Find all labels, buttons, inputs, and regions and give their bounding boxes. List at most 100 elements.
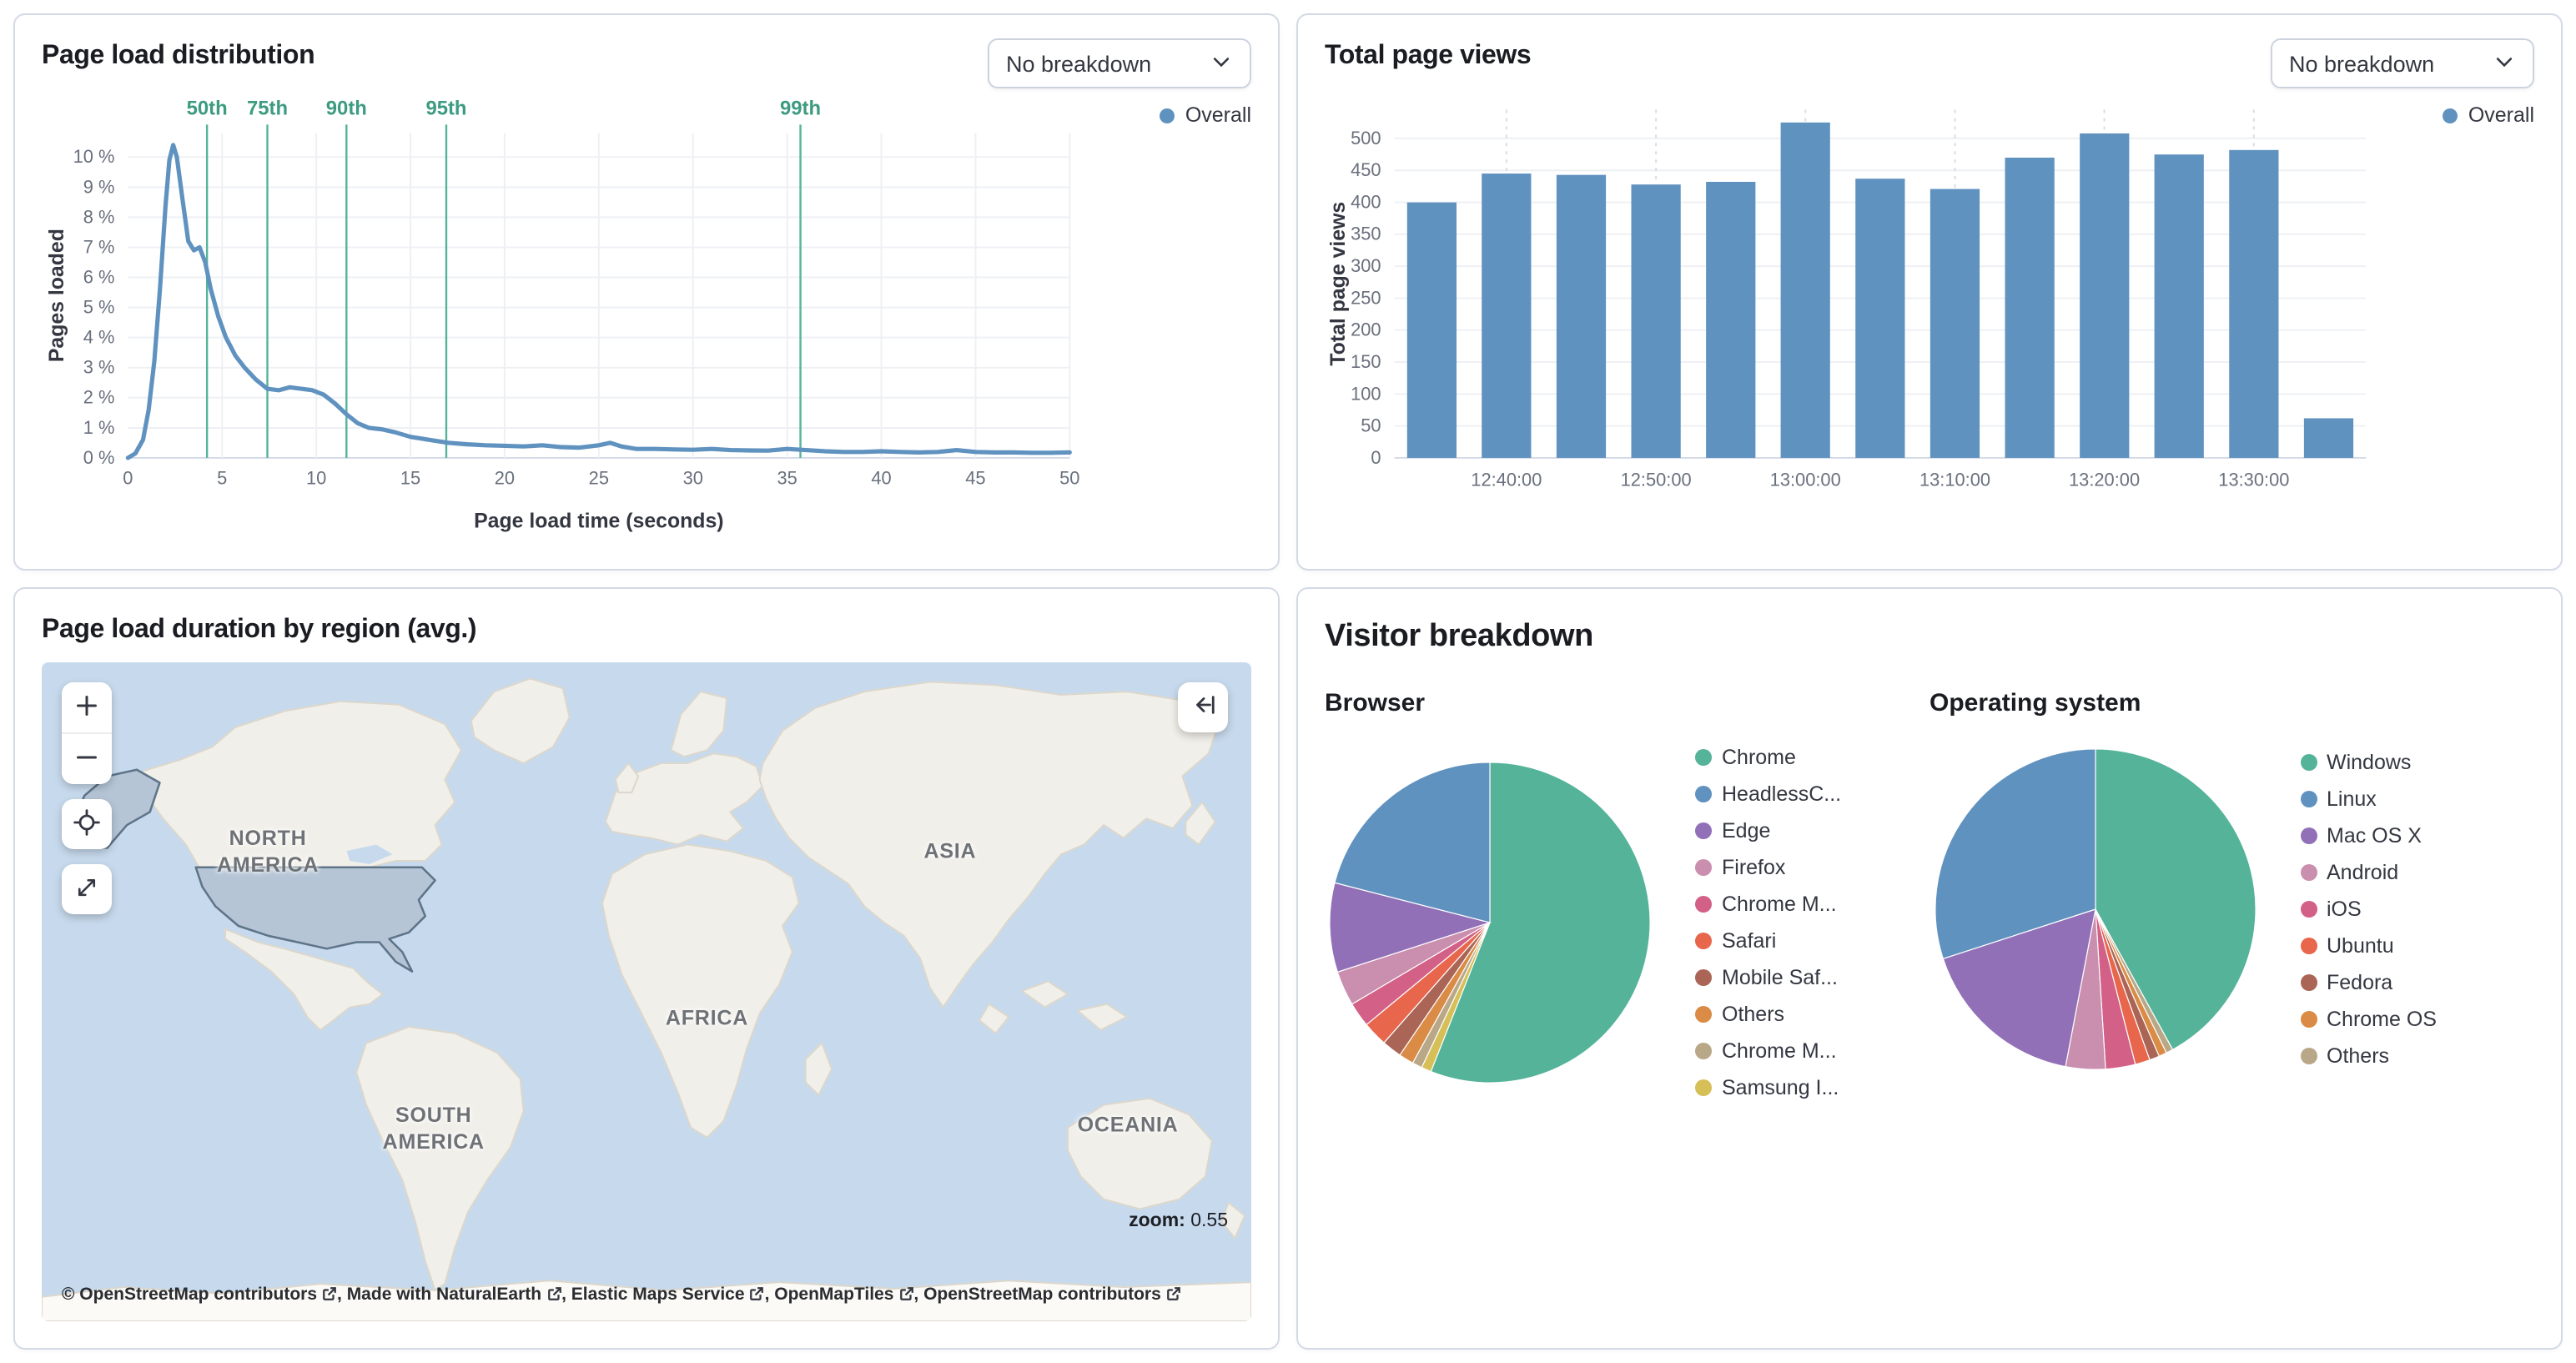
total-page-views-panel: Total page views No breakdown 0 50 100 150 2… xyxy=(1296,13,2563,571)
legend-item[interactable]: Samsung I... xyxy=(1695,1074,1841,1101)
breakdown-select[interactable]: No breakdown xyxy=(988,38,1251,88)
operating-system-pie-chart[interactable] xyxy=(1929,744,2260,1074)
svg-text:75th: 75th xyxy=(247,98,288,120)
svg-text:2 %: 2 % xyxy=(83,387,115,408)
legend-item-label: Mobile Saf... xyxy=(1722,966,1838,989)
legend-item-label: Chrome M... xyxy=(1722,893,1837,916)
external-link-icon xyxy=(750,1287,764,1301)
svg-text:45: 45 xyxy=(965,468,985,489)
minus-icon xyxy=(75,745,98,773)
chart-legend: Overall xyxy=(1160,102,1251,128)
legend-item[interactable]: Chrome OS xyxy=(2300,1006,2437,1033)
legend-item-label: Overall xyxy=(2468,103,2534,127)
svg-text:13:10:00: 13:10:00 xyxy=(1919,470,1990,490)
attribution-link[interactable]: OpenStreetMap contributors xyxy=(923,1285,1181,1305)
zoom-out-button[interactable] xyxy=(62,734,112,784)
svg-text:3 %: 3 % xyxy=(83,357,115,378)
external-link-icon xyxy=(899,1287,913,1301)
legend-item[interactable]: Chrome M... xyxy=(1695,891,1841,918)
chevron-down-icon xyxy=(1210,49,1233,78)
legend-item[interactable]: Windows xyxy=(2300,749,2437,776)
legend-item[interactable]: Others xyxy=(2300,1043,2437,1069)
svg-text:100: 100 xyxy=(1351,383,1381,404)
zoom-label: zoom: xyxy=(1129,1211,1185,1231)
legend-item-label: Chrome OS xyxy=(2327,1008,2437,1031)
us-region-highlight[interactable] xyxy=(194,866,436,973)
zoom-value: 0.55 xyxy=(1190,1211,1228,1231)
svg-text:Pages loaded: Pages loaded xyxy=(46,229,68,362)
visitor-breakdown-title: Visitor breakdown xyxy=(1325,619,1593,654)
external-link-icon xyxy=(1166,1287,1180,1301)
page-load-distribution-chart[interactable]: 0 % 1 % 2 % 3 % 4 % 5 % 6 % 7 % 8 % 9 % 10 % 0 5 10 15… xyxy=(42,88,1111,542)
svg-text:350: 350 xyxy=(1351,224,1381,244)
breakdown-select-value: No breakdown xyxy=(1006,51,1152,76)
svg-text:8 %: 8 % xyxy=(83,206,115,227)
svg-text:Page load time (seconds): Page load time (seconds) xyxy=(474,510,723,532)
panel-header: Page load distribution No breakdown xyxy=(42,38,1251,88)
visitor-breakdown-panel: Visitor breakdown Browser Chrome Headless… xyxy=(1296,587,2563,1350)
svg-text:Total page views: Total page views xyxy=(1327,202,1350,366)
svg-text:10: 10 xyxy=(306,468,326,489)
breakdown-select-value: No breakdown xyxy=(2289,51,2435,76)
great-lakes xyxy=(346,844,393,864)
attribution-link[interactable]: © OpenStreetMap contributors xyxy=(62,1285,337,1305)
legend-item[interactable]: Fedora xyxy=(2300,969,2437,996)
expand-map-button[interactable] xyxy=(62,864,112,914)
legend-item[interactable]: Linux xyxy=(2300,786,2437,812)
legend-item[interactable]: Overall xyxy=(2443,102,2534,128)
legend-item[interactable]: Others xyxy=(1695,1001,1841,1028)
legend-item[interactable]: Ubuntu xyxy=(2300,933,2437,959)
map-zoom-indicator: zoom: 0.55 xyxy=(1129,1211,1228,1231)
zoom-in-button[interactable] xyxy=(62,682,112,732)
legend-item[interactable]: HeadlessC... xyxy=(1695,781,1841,807)
attribution-link[interactable]: OpenMapTiles xyxy=(774,1285,913,1305)
plus-icon xyxy=(75,693,98,722)
fit-to-data-button[interactable] xyxy=(62,799,112,849)
svg-text:20: 20 xyxy=(495,468,515,489)
legend-item-label: Chrome xyxy=(1722,746,1796,769)
chevron-down-icon xyxy=(2493,49,2516,78)
svg-text:200: 200 xyxy=(1351,319,1381,340)
chart-area: 0 % 1 % 2 % 3 % 4 % 5 % 6 % 7 % 8 % 9 % 10 % 0 5 10 15… xyxy=(42,88,1251,542)
page-load-distribution-title: Page load distribution xyxy=(42,42,315,70)
svg-text:10 %: 10 % xyxy=(73,146,115,167)
legend-item[interactable]: Chrome xyxy=(1695,744,1841,771)
legend-item[interactable]: Safari xyxy=(1695,928,1841,954)
svg-text:5 %: 5 % xyxy=(83,297,115,318)
page-load-distribution-panel: Page load distribution No breakdown 0 % 1… xyxy=(13,13,1280,571)
svg-text:0: 0 xyxy=(1371,447,1381,468)
legend-item[interactable]: iOS xyxy=(2300,896,2437,923)
attribution-link[interactable]: Elastic Maps Service xyxy=(571,1285,765,1305)
svg-text:15: 15 xyxy=(400,468,420,489)
svg-text:4 %: 4 % xyxy=(83,327,115,348)
svg-text:13:30:00: 13:30:00 xyxy=(2218,470,2289,490)
map-legend-collapse-button[interactable] xyxy=(1178,682,1228,732)
legend-item[interactable]: Mac OS X xyxy=(2300,822,2437,849)
external-link-icon xyxy=(323,1287,336,1301)
legend-item[interactable]: Chrome M... xyxy=(1695,1038,1841,1064)
legend-item-label: Chrome M... xyxy=(1722,1039,1837,1063)
attribution-link[interactable]: Made with NaturalEarth xyxy=(347,1285,561,1305)
svg-text:13:00:00: 13:00:00 xyxy=(1770,470,1841,490)
legend-item[interactable]: Overall xyxy=(1160,102,1251,128)
svg-text:450: 450 xyxy=(1351,159,1381,180)
browser-pie-chart[interactable] xyxy=(1325,757,1655,1088)
legend-item[interactable]: Android xyxy=(2300,859,2437,886)
svg-text:13:20:00: 13:20:00 xyxy=(2069,470,2140,490)
breakdown-select[interactable]: No breakdown xyxy=(2271,38,2534,88)
visitor-breakdown-row: Browser Chrome HeadlessC... Edge Firefox Chr… xyxy=(1325,659,2534,1101)
legend-item[interactable]: Edge xyxy=(1695,817,1841,844)
svg-text:12:40:00: 12:40:00 xyxy=(1471,470,1542,490)
legend-item[interactable]: Mobile Saf... xyxy=(1695,964,1841,991)
browser-heading: Browser xyxy=(1325,689,1426,717)
svg-text:5: 5 xyxy=(217,468,227,489)
region-map[interactable]: NORTH AMERICA SOUTH AMERICA AFRICA ASIA … xyxy=(42,662,1251,1321)
total-page-views-chart[interactable]: 0 50 100 150 200 250 300 350 400 450 500 12:40:00 12… xyxy=(1325,88,2394,542)
svg-text:300: 300 xyxy=(1351,255,1381,276)
external-link-icon xyxy=(547,1287,561,1301)
legend-item[interactable]: Firefox xyxy=(1695,854,1841,881)
legend-item-label: Fedora xyxy=(2327,971,2393,994)
operating-system-section: Operating system Windows Linux Mac OS X And… xyxy=(1929,659,2534,1101)
